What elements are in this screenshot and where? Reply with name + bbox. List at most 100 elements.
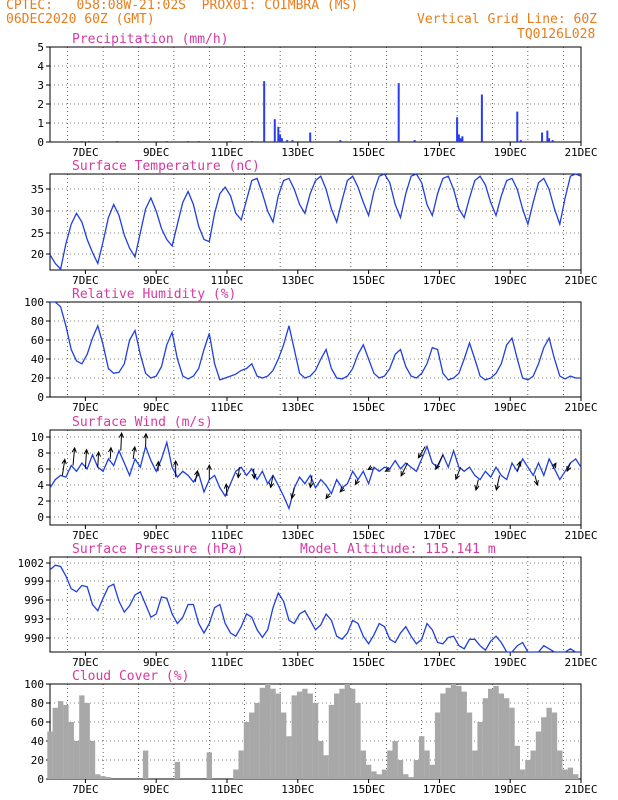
x-tick-label: 11DEC — [210, 656, 243, 669]
precip-bar — [457, 134, 460, 142]
wind-arrow — [132, 446, 136, 459]
wind-arrow-head — [143, 432, 149, 439]
wind-arrow — [435, 454, 444, 470]
cloud-bar — [68, 722, 74, 779]
y-tick-label: 1002 — [18, 557, 45, 570]
precip-bar — [87, 141, 90, 142]
x-tick-label: 15DEC — [352, 146, 385, 159]
plot-frame — [49, 46, 582, 143]
cloud-bar — [142, 750, 149, 779]
precip-bar — [548, 138, 551, 142]
plot-frame — [49, 429, 582, 526]
x-tick-label: 17DEC — [423, 656, 456, 669]
cloud-bar — [307, 693, 313, 779]
y-tick-label: 40 — [31, 735, 44, 748]
cloud-bar — [551, 712, 558, 779]
cloud-bar — [360, 750, 366, 779]
precip-bar — [456, 117, 459, 142]
cloud-bar — [95, 774, 101, 779]
y-tick-label: 993 — [24, 613, 44, 626]
precip-bar — [280, 138, 283, 142]
x-tick-label: 7DEC — [72, 401, 99, 414]
y-tick-label: 0 — [37, 391, 44, 404]
wind-arrow-head — [454, 474, 460, 481]
wind-arrow-head — [194, 469, 200, 476]
y-tick-label: 60 — [31, 716, 44, 729]
cloud-bar — [434, 712, 441, 779]
x-tick-label: 21DEC — [564, 146, 597, 159]
x-tick-label: 17DEC — [423, 274, 456, 287]
y-tick-label: 2 — [37, 98, 44, 111]
panel-title: Surface Pressure (hPa) — [72, 542, 244, 557]
cloud-bar — [530, 750, 536, 779]
x-tick-label: 19DEC — [494, 783, 527, 796]
x-tick-label: 9DEC — [143, 783, 170, 796]
wind-arrow-head — [566, 466, 572, 473]
y-tick-label: 20 — [31, 754, 44, 767]
precip-bar — [519, 140, 522, 142]
precip-bar — [546, 130, 549, 142]
wind-arrow-head — [131, 445, 137, 452]
panel-1: 5 4 3 2 1 0 7DEC 9DEC 11DEC 13DEC 15DEC 17DEC 19DEC 2… — [37, 32, 597, 159]
cloud-bar — [562, 769, 568, 779]
precip-bar — [516, 111, 519, 142]
cloud-bar — [57, 701, 64, 779]
x-tick-label: 9DEC — [143, 529, 170, 542]
x-tick-label: 7DEC — [72, 783, 99, 796]
cloud-bar — [100, 776, 106, 779]
cloud-bar — [73, 741, 80, 779]
wind-arrow-head — [155, 460, 161, 467]
panel-annotation: Model Altitude: 115.141 m — [300, 542, 496, 557]
cloud-bar — [461, 691, 467, 779]
y-tick-label: 8 — [37, 447, 44, 460]
wind-arrow-head — [108, 446, 114, 453]
plot-frame — [49, 301, 582, 398]
wind-arrow-head — [223, 482, 230, 489]
y-tick-label: 20 — [31, 248, 44, 261]
x-tick-label: 11DEC — [210, 529, 243, 542]
panel-title: Surface Temperature (nC) — [72, 159, 260, 174]
x-tick-label: 19DEC — [494, 401, 527, 414]
cloud-bar — [472, 750, 478, 779]
series-line — [49, 564, 581, 653]
x-tick-label: 7DEC — [72, 656, 99, 669]
cloud-bar — [535, 731, 542, 779]
cloud-bar — [557, 750, 563, 779]
cloud-bar — [387, 750, 393, 779]
wind-arrow — [534, 475, 538, 486]
precip-bar — [187, 141, 190, 142]
precip-bar — [229, 141, 232, 142]
cloud-bar — [419, 736, 425, 779]
x-tick-label: 21DEC — [564, 401, 597, 414]
wind-arrow-head — [118, 431, 125, 438]
panel-5: 1002 999 996 993 990 7DEC 9DEC 11DEC 13DEC 15DEC 1… — [18, 542, 598, 669]
x-tick-label: 9DEC — [143, 401, 170, 414]
cloud-bar — [445, 687, 451, 779]
cloud-bar — [408, 777, 414, 779]
x-tick-label: 7DEC — [72, 529, 99, 542]
cloud-bar — [238, 750, 244, 779]
cloud-bar — [413, 760, 420, 779]
y-tick-label: 2 — [37, 495, 44, 508]
wind-arrow — [475, 479, 479, 491]
y-tick-label: 100 — [24, 296, 44, 309]
cloud-bar — [243, 722, 250, 779]
cloud-bar — [318, 741, 324, 779]
x-tick-label: 13DEC — [281, 146, 314, 159]
cloud-bar — [392, 741, 398, 779]
cloud-bar — [493, 685, 499, 779]
y-tick-label: 80 — [31, 697, 44, 710]
x-tick-label: 13DEC — [281, 401, 314, 414]
cloud-bar — [52, 707, 59, 779]
wind-arrow — [97, 451, 100, 468]
x-tick-label: 17DEC — [423, 401, 456, 414]
x-tick-label: 19DEC — [494, 274, 527, 287]
wind-arrow — [418, 446, 426, 458]
panel-title: Cloud Cover (%) — [72, 669, 189, 684]
wind-arrow-head — [325, 493, 331, 500]
y-tick-label: 4 — [37, 60, 44, 73]
x-tick-label: 15DEC — [352, 529, 385, 542]
precip-bar — [291, 140, 294, 142]
y-tick-label: 20 — [31, 372, 44, 385]
wind-arrow — [194, 470, 199, 483]
